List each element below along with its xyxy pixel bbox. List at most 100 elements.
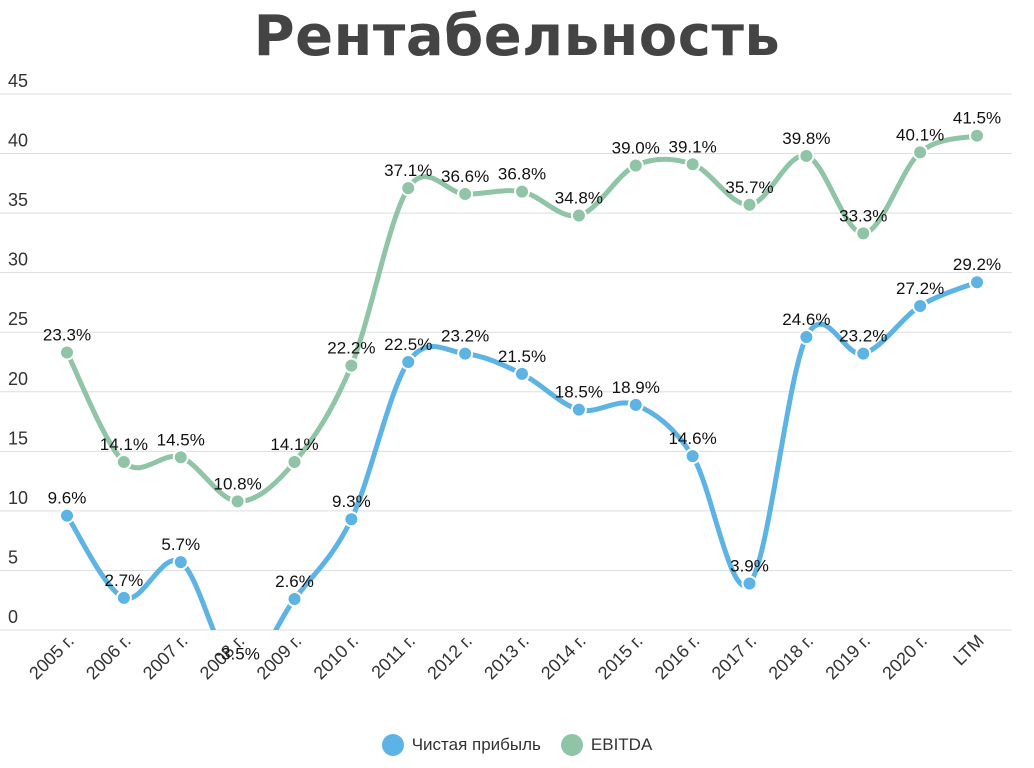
data-label: 5.7% (161, 535, 200, 554)
y-tick-label: 40 (8, 131, 28, 151)
x-tick-label: 2011 г. (367, 631, 419, 683)
data-label: 14.1% (270, 435, 318, 454)
data-label: 10.8% (214, 474, 262, 493)
data-label: 18.5% (555, 383, 603, 402)
data-point (684, 448, 701, 465)
x-tick-label: 2013 г. (480, 631, 533, 684)
data-point (798, 328, 815, 345)
data-point (400, 354, 417, 370)
y-tick-label: 30 (8, 250, 28, 270)
x-tick-label: 2015 г. (594, 631, 647, 684)
y-tick-label: 25 (8, 309, 28, 329)
legend-label: EBITDA (590, 735, 653, 754)
data-label: 36.6% (441, 167, 489, 186)
data-label: 9.3% (332, 492, 371, 511)
data-point (115, 589, 132, 606)
data-label: 34.8% (555, 188, 603, 207)
data-label: 24.6% (782, 310, 830, 329)
data-label: 3.9% (730, 557, 769, 576)
data-label: 40.1% (896, 125, 944, 144)
data-label: 36.8% (498, 165, 546, 184)
x-tick-label: LTM (949, 631, 988, 670)
legend-marker (381, 734, 404, 756)
x-tick-label: 2016 г. (651, 631, 704, 684)
x-tick-label: 2005 г. (25, 631, 78, 684)
y-tick-label: 10 (8, 488, 28, 508)
data-point (514, 365, 530, 382)
data-point (741, 575, 758, 592)
data-label: 23.2% (839, 327, 887, 346)
legend-item: Чистая прибыль (381, 734, 541, 756)
line-chart: 0 5 10 15 20 25 30 35 40 45 2005 г. 2006 г. 2007 г.… (0, 71, 1012, 684)
x-tick-label: 2012 г. (423, 631, 476, 684)
data-labels: 9.6% 2.7% 5.7% -3.5% 2.6% 9.3% 22.5% 23.2% 21.5%… (43, 109, 1001, 664)
data-label: 27.2% (896, 279, 944, 298)
x-tick-label: 2009 г. (253, 631, 306, 684)
data-point (59, 507, 75, 524)
x-tick-label: 2020 г. (878, 631, 931, 684)
data-label: 41.5% (953, 109, 1001, 128)
y-tick-label: 20 (8, 369, 28, 389)
data-point (231, 665, 245, 679)
data-label: 2.7% (105, 571, 144, 590)
x-tick-label: 2010 г. (310, 631, 363, 684)
data-label: 35.7% (725, 178, 773, 197)
data-point (912, 144, 929, 161)
data-point (855, 345, 872, 362)
data-point (172, 554, 189, 571)
x-tick-label: 2019 г. (821, 631, 874, 684)
y-tick-label: 15 (8, 428, 28, 448)
data-point (969, 274, 985, 291)
data-point (457, 186, 474, 203)
data-point (115, 454, 132, 471)
data-point (514, 183, 530, 200)
data-point (59, 344, 75, 361)
x-tick-label: 2014 г. (537, 631, 590, 684)
data-label: 39.8% (782, 129, 830, 148)
data-label: 9.6% (48, 489, 87, 508)
y-axis: 0 5 10 15 20 25 30 35 40 45 (8, 71, 28, 627)
data-label: 18.9% (612, 378, 660, 397)
data-point (912, 298, 929, 315)
y-tick-label: 35 (8, 190, 28, 210)
data-label: 29.2% (953, 255, 1001, 274)
data-point (229, 493, 246, 510)
data-point (684, 156, 701, 173)
data-label: 37.1% (384, 161, 432, 180)
data-point (969, 127, 985, 144)
data-point (855, 225, 872, 242)
data-label: 23.3% (43, 325, 91, 344)
y-tick-label: 5 (8, 547, 18, 567)
data-point (286, 591, 303, 608)
data-label: 39.0% (612, 138, 660, 157)
y-tick-label: 45 (8, 71, 28, 91)
data-label: 21.5% (498, 347, 546, 366)
data-point (343, 511, 360, 528)
data-label: 33.3% (839, 206, 887, 225)
data-label: 23.2% (441, 327, 489, 346)
x-tick-label: 2006 г. (82, 631, 135, 684)
data-point (570, 207, 587, 224)
grid-lines (0, 93, 1012, 631)
x-tick-label: 2018 г. (765, 631, 818, 684)
data-point (570, 401, 587, 418)
legend-label: Чистая прибыль (411, 735, 541, 754)
data-point (741, 196, 758, 213)
data-point (627, 396, 644, 413)
x-tick-label: 2007 г. (139, 631, 192, 684)
data-point (286, 454, 303, 471)
data-label: 2.6% (275, 572, 314, 591)
data-label: 22.2% (327, 339, 375, 358)
data-point (400, 180, 417, 197)
x-axis: 2005 г. 2006 г. 2007 г. 2008 г. 2009 г. 2010 … (25, 631, 988, 684)
data-point (172, 449, 189, 466)
series-line (64, 133, 980, 504)
x-tick-label: 2017 г. (708, 631, 761, 684)
y-tick-label: 0 (8, 607, 18, 627)
data-point (457, 345, 474, 362)
data-label: 22.5% (384, 335, 432, 354)
data-label: 14.5% (157, 430, 205, 449)
data-label: -3.5% (215, 645, 259, 664)
data-label: 39.1% (669, 137, 717, 156)
legend: Чистая прибыль EBITDA (0, 734, 1034, 756)
